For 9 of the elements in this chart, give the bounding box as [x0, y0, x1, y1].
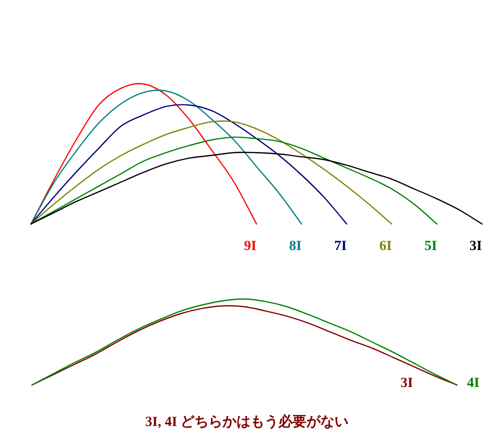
series-label: 3I: [400, 376, 413, 391]
series-label: 7I: [334, 239, 347, 254]
series-label: 8I: [289, 239, 302, 254]
text: 3I, 4I どちらかはもう必要がない: [145, 413, 349, 430]
series-label: 4I: [467, 376, 480, 391]
series-label: 9I: [244, 239, 256, 254]
series-label: 3I: [470, 239, 482, 254]
series-label: 6I: [379, 239, 392, 254]
series-label: 5I: [424, 239, 437, 254]
